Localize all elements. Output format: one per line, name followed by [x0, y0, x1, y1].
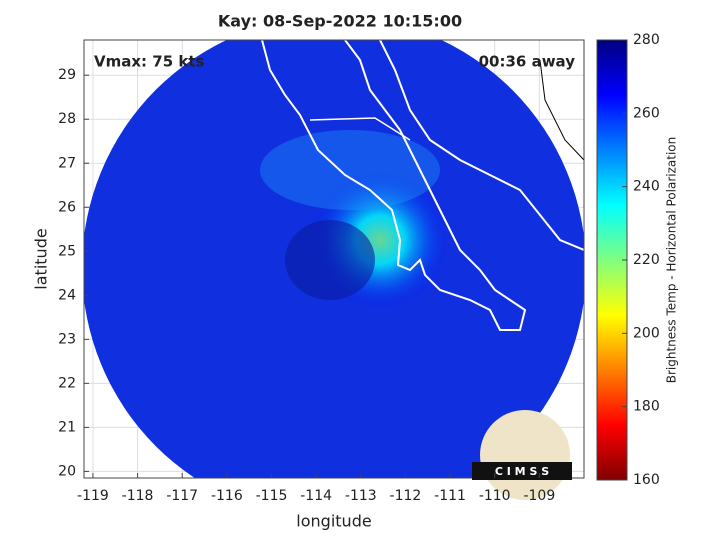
- plot-frame: [83, 39, 585, 479]
- y-tick-label: 22: [58, 375, 76, 391]
- y-tick-label: 26: [58, 199, 76, 215]
- x-tick-label: -119: [77, 488, 109, 504]
- y-tick-label: 27: [58, 155, 76, 171]
- y-tick-label: 20: [58, 463, 76, 479]
- colorbar-tick-label: 160: [633, 472, 660, 488]
- imagery: [84, 40, 584, 478]
- y-tick-label: 21: [58, 419, 76, 435]
- x-tick-label: -109: [523, 488, 555, 504]
- logo: C I M S S: [472, 410, 572, 500]
- border-land: [539, 59, 584, 161]
- colorbar-tick-label: 220: [633, 252, 660, 268]
- annotation: 00:36 away: [479, 53, 576, 71]
- colorbar-tick-label: 260: [633, 105, 660, 121]
- y-tick-label: 29: [58, 67, 76, 83]
- y-tick-label: 23: [58, 331, 76, 347]
- x-tick-label: -110: [479, 488, 511, 504]
- x-tick-label: -116: [211, 488, 243, 504]
- colorbar-tick-label: 240: [633, 179, 660, 195]
- colorbar-label: Brightness Temp - Horizontal Polarizatio…: [665, 137, 679, 384]
- logo-band: [472, 462, 572, 480]
- x-tick-label: -112: [390, 488, 422, 504]
- x-tick-label: -118: [122, 488, 154, 504]
- coastline: [261, 40, 527, 331]
- chart-title: Kay: 08-Sep-2022 10:15:00: [218, 12, 462, 31]
- y-tick-label: 25: [58, 243, 76, 259]
- x-axis-label: longitude: [296, 512, 371, 531]
- colorbar-tick-label: 280: [633, 32, 660, 48]
- annotation: Vmax: 75 kts: [94, 53, 204, 71]
- y-axis-label: latitude: [32, 228, 51, 289]
- x-tick-label: -113: [345, 488, 377, 504]
- colorbar-tick-label: 180: [633, 399, 660, 415]
- cloud-band: [260, 130, 440, 210]
- y-tick-label: 28: [58, 111, 76, 127]
- y-tick-label: 24: [58, 287, 76, 303]
- x-tick-label: -117: [166, 488, 198, 504]
- logo-text: C I M S S: [495, 465, 549, 478]
- x-tick-label: -114: [300, 488, 332, 504]
- eye-region: [285, 220, 375, 300]
- logo-disc: [480, 410, 570, 500]
- x-tick-label: -111: [434, 488, 466, 504]
- border: [309, 117, 411, 141]
- colorbar-tick-label: 200: [633, 325, 660, 341]
- coastline-mainland: [379, 40, 584, 251]
- x-tick-label: -115: [256, 488, 288, 504]
